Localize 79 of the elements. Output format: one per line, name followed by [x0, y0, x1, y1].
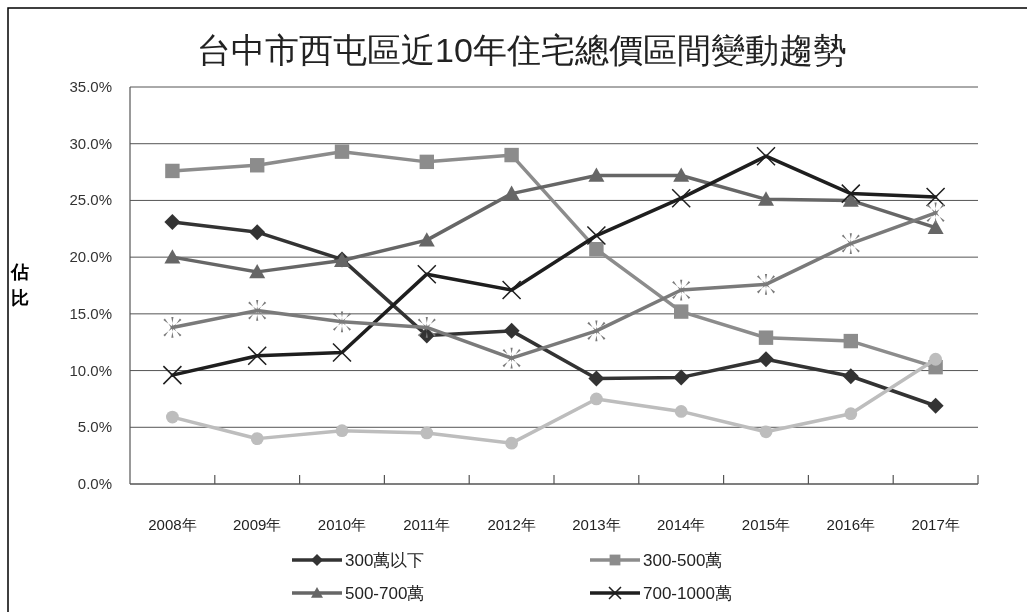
point — [250, 432, 264, 446]
y-axis-title: 佔比 — [10, 262, 29, 308]
x-tick-label: 2016年 — [826, 516, 875, 533]
x-tick-label: 2013年 — [572, 516, 621, 533]
point — [503, 322, 520, 339]
point — [927, 219, 944, 235]
point — [249, 263, 266, 279]
point — [842, 368, 859, 385]
y-tick-label: 5.0% — [77, 418, 112, 436]
point — [420, 426, 434, 440]
point — [927, 397, 944, 414]
point — [590, 392, 603, 406]
point — [334, 144, 350, 159]
point — [335, 424, 349, 438]
point — [759, 425, 773, 439]
y-tick-label: 15.0% — [69, 304, 112, 322]
y-tick-label: 10.0% — [69, 361, 112, 379]
y-tick-label: 25.0% — [69, 191, 112, 209]
point — [417, 264, 437, 284]
point — [671, 188, 691, 208]
point — [162, 365, 183, 385]
point — [502, 347, 521, 369]
point — [672, 279, 691, 301]
point — [589, 242, 604, 257]
point — [844, 407, 858, 421]
point — [332, 342, 352, 363]
point — [674, 405, 688, 418]
point — [332, 311, 352, 333]
point — [758, 191, 774, 206]
chart-title: 台中市西屯區近10年住宅總價區間變動趨勢 — [197, 31, 847, 69]
point — [587, 320, 606, 342]
x-tick-label: 2015年 — [741, 516, 791, 533]
point — [843, 333, 858, 349]
point — [586, 225, 607, 246]
legend-label: 300萬以下 — [345, 551, 425, 570]
x-tick-label: 2010年 — [317, 516, 367, 533]
legend-label: 500-700萬 — [345, 584, 425, 603]
point — [588, 370, 605, 387]
y-tick-label: 0.0% — [77, 475, 112, 492]
point — [674, 304, 689, 319]
point — [249, 224, 266, 241]
x-tick-label: 2014年 — [657, 516, 706, 533]
y-tick-label: 35.0% — [69, 78, 112, 95]
point — [758, 330, 774, 345]
point — [925, 187, 946, 207]
point — [926, 202, 945, 224]
point — [166, 410, 179, 424]
y-tick-label: 30.0% — [69, 134, 112, 152]
point — [503, 185, 520, 201]
y-tick-label: 20.0% — [69, 248, 112, 266]
point — [164, 249, 181, 264]
point — [756, 274, 776, 295]
x-tick-label: 2017年 — [911, 516, 960, 533]
point — [504, 147, 519, 163]
point — [250, 158, 265, 173]
point — [505, 436, 518, 450]
point — [501, 280, 522, 300]
legend-label: 700-1000萬 — [643, 584, 732, 603]
point — [758, 351, 774, 368]
x-tick-label: 2012年 — [487, 516, 536, 533]
point — [163, 317, 182, 338]
point — [841, 233, 860, 254]
point — [418, 232, 435, 247]
point — [247, 346, 267, 366]
point — [673, 167, 690, 182]
point — [165, 163, 180, 179]
point — [841, 183, 861, 204]
point — [419, 154, 434, 170]
x-tick-label: 2009年 — [233, 516, 282, 533]
point — [417, 317, 436, 338]
legend-label: 300-500萬 — [643, 551, 723, 570]
x-tick-label: 2008年 — [148, 516, 197, 533]
x-tick-label: 2011年 — [403, 516, 451, 533]
point — [673, 369, 690, 386]
point — [248, 300, 267, 321]
point — [929, 352, 942, 366]
point — [588, 167, 605, 182]
point — [756, 146, 776, 166]
point — [164, 213, 181, 230]
